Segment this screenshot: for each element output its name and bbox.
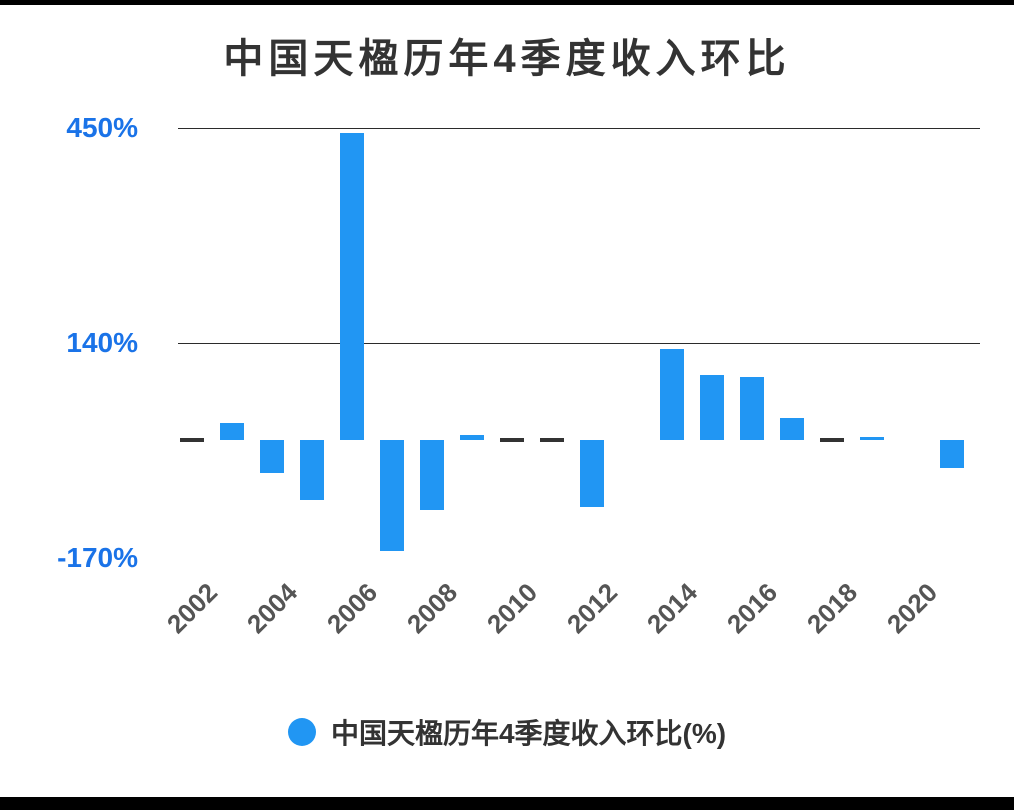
bar xyxy=(340,132,364,440)
bottom-letterbox-bar xyxy=(0,797,1014,810)
x-axis-label: 2020 xyxy=(881,577,944,640)
bar xyxy=(660,349,684,440)
bar xyxy=(260,440,284,474)
legend-label: 中国天楹历年4季度收入环比(%) xyxy=(330,718,727,749)
bar xyxy=(380,440,404,551)
bar xyxy=(860,437,884,441)
x-axis-label: 2002 xyxy=(161,577,224,640)
bar xyxy=(700,374,724,440)
x-axis-label: 2004 xyxy=(241,577,304,640)
zero-dash-bar xyxy=(820,438,844,442)
legend-dot-icon xyxy=(287,718,316,746)
bar xyxy=(460,435,484,440)
zero-dash-bar xyxy=(500,438,524,442)
bar xyxy=(780,417,804,440)
y-axis-label: 450% xyxy=(66,111,138,143)
x-axis-label: 2008 xyxy=(401,577,464,640)
x-axis-label: 2006 xyxy=(321,577,384,640)
y-axis-label: -170% xyxy=(57,541,138,573)
top-letterbox-bar xyxy=(0,0,1014,5)
gridline xyxy=(178,127,980,129)
legend: 中国天楹历年4季度收入环比(%) xyxy=(0,710,1014,754)
x-axis-label: 2014 xyxy=(641,577,704,640)
gridline xyxy=(178,342,980,344)
x-axis-label: 2010 xyxy=(481,577,544,640)
bar xyxy=(300,440,324,500)
x-axis-label: 2016 xyxy=(721,577,784,640)
y-axis-label: 140% xyxy=(66,326,138,358)
x-axis-label: 2018 xyxy=(801,577,864,640)
bar xyxy=(740,376,764,440)
chart-title: 中国天楹历年4季度收入环比 xyxy=(223,37,791,81)
x-axis-label: 2012 xyxy=(561,577,624,640)
bar xyxy=(220,422,244,440)
bar xyxy=(420,440,444,511)
bar xyxy=(580,440,604,507)
zero-dash-bar xyxy=(180,438,204,442)
bar xyxy=(940,440,964,468)
zero-dash-bar xyxy=(540,438,564,442)
